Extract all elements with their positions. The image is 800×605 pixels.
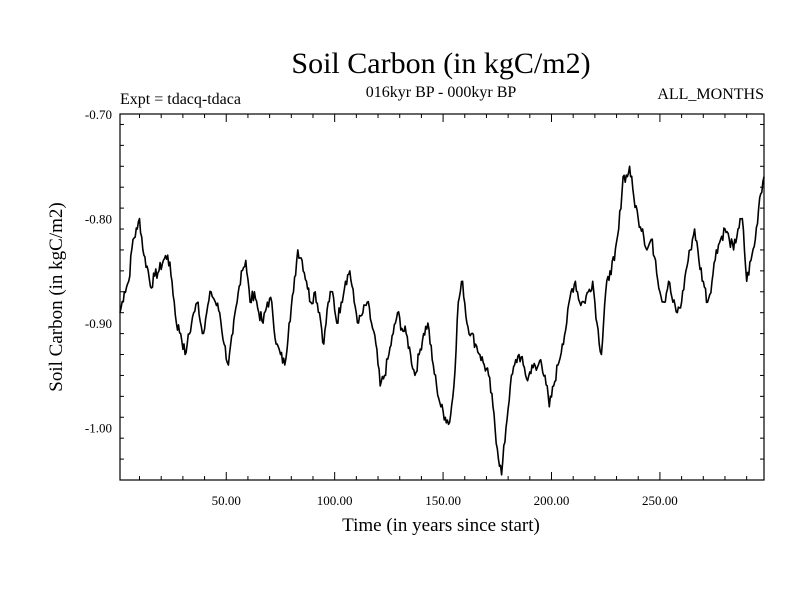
series-line-soil-carbon <box>119 165 765 476</box>
chart-title: Soil Carbon (in kgC/m2) <box>291 47 590 80</box>
x-tick-label: 50.00 <box>212 493 241 508</box>
y-tick-label: -0.70 <box>85 107 112 122</box>
season-label: ALL_MONTHS <box>657 86 764 103</box>
x-tick-label: 200.00 <box>534 493 570 508</box>
tick-labels: 50.00 100.00 150.00 200.00 250.00 -0.70 -0.80 -… <box>85 107 678 508</box>
x-axis-label: Time (in years since start) <box>342 515 540 536</box>
chart-subtitle: 016kyr BP - 000kyr BP <box>366 84 517 101</box>
y-tick-label: -0.90 <box>85 316 112 331</box>
plot-frame <box>119 113 765 481</box>
x-tick-label: 250.00 <box>642 493 678 508</box>
y-tick-label: -0.80 <box>85 212 112 227</box>
x-tick-label: 100.00 <box>317 493 353 508</box>
y-axis-label: Soil Carbon (in kgC/m2) <box>46 202 67 391</box>
y-tick-label: -1.00 <box>85 421 112 436</box>
axis-ticks <box>120 114 764 481</box>
x-tick-label: 150.00 <box>425 493 461 508</box>
experiment-label: Expt = tdacq-tdaca <box>120 91 241 108</box>
